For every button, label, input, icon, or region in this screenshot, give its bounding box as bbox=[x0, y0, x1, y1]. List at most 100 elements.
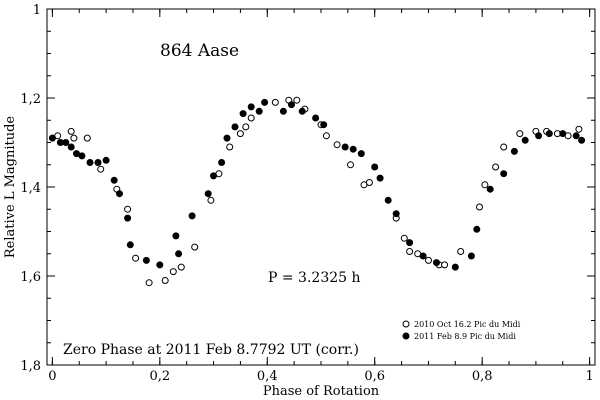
data-points bbox=[48, 96, 586, 287]
data-point-oct-2010 bbox=[476, 203, 483, 211]
data-point-feb-2011 bbox=[67, 143, 75, 151]
y-tick-label: 1,6 bbox=[20, 270, 41, 285]
data-point-feb-2011 bbox=[110, 176, 118, 184]
data-point-feb-2011 bbox=[384, 196, 392, 204]
data-point-feb-2011 bbox=[247, 103, 255, 111]
data-point-oct-2010 bbox=[124, 205, 132, 213]
data-point-feb-2011 bbox=[86, 159, 94, 166]
data-point-feb-2011 bbox=[298, 107, 306, 115]
y-tick-label: 1,4 bbox=[20, 181, 41, 196]
data-point-oct-2010 bbox=[575, 125, 583, 133]
data-point-feb-2011 bbox=[288, 101, 295, 109]
data-point-feb-2011 bbox=[406, 239, 414, 247]
plot-frame bbox=[46, 8, 596, 366]
legend-marker-open bbox=[402, 320, 410, 328]
data-point-feb-2011 bbox=[312, 114, 320, 122]
data-point-oct-2010 bbox=[132, 254, 140, 262]
chart-title: 864 Aase bbox=[160, 41, 239, 61]
data-point-feb-2011 bbox=[371, 163, 379, 171]
y-axis-label: Relative L Magnitude bbox=[3, 116, 18, 259]
data-point-feb-2011 bbox=[535, 132, 543, 140]
data-point-feb-2011 bbox=[239, 110, 247, 118]
data-point-oct-2010 bbox=[441, 261, 449, 269]
data-point-oct-2010 bbox=[207, 196, 215, 204]
data-point-feb-2011 bbox=[349, 145, 357, 153]
x-tick-label: 0 bbox=[48, 369, 56, 384]
data-point-oct-2010 bbox=[293, 96, 301, 104]
legend-marker-filled bbox=[402, 332, 410, 340]
data-point-oct-2010 bbox=[322, 132, 330, 140]
data-point-oct-2010 bbox=[457, 248, 465, 255]
data-point-feb-2011 bbox=[433, 259, 440, 267]
data-point-feb-2011 bbox=[223, 134, 231, 142]
data-point-feb-2011 bbox=[210, 172, 217, 180]
data-point-oct-2010 bbox=[347, 161, 354, 169]
data-point-feb-2011 bbox=[320, 121, 328, 129]
data-point-oct-2010 bbox=[481, 181, 489, 189]
data-point-feb-2011 bbox=[521, 136, 529, 144]
data-point-feb-2011 bbox=[545, 130, 553, 138]
data-point-oct-2010 bbox=[236, 130, 244, 138]
data-point-oct-2010 bbox=[406, 248, 414, 255]
data-point-feb-2011 bbox=[255, 107, 263, 115]
y-tick-label: 1,8 bbox=[20, 359, 41, 374]
data-point-oct-2010 bbox=[425, 256, 432, 264]
data-point-oct-2010 bbox=[271, 98, 279, 106]
legend: 2010 Oct 16.2 Pic du Midi 2011 Feb 8.9 P… bbox=[402, 320, 521, 341]
data-point-feb-2011 bbox=[62, 139, 70, 146]
data-point-feb-2011 bbox=[231, 123, 239, 131]
data-point-feb-2011 bbox=[156, 261, 164, 269]
data-point-feb-2011 bbox=[392, 210, 400, 218]
data-point-oct-2010 bbox=[191, 243, 199, 251]
data-point-feb-2011 bbox=[126, 241, 134, 249]
data-point-oct-2010 bbox=[70, 134, 78, 142]
data-point-oct-2010 bbox=[247, 114, 255, 122]
x-tick-label: 0,6 bbox=[364, 369, 385, 384]
data-point-feb-2011 bbox=[204, 190, 212, 198]
data-point-feb-2011 bbox=[486, 185, 494, 193]
data-point-feb-2011 bbox=[94, 159, 102, 166]
data-point-feb-2011 bbox=[510, 147, 518, 155]
data-point-oct-2010 bbox=[226, 143, 234, 151]
data-point-feb-2011 bbox=[419, 252, 427, 260]
data-point-oct-2010 bbox=[500, 143, 508, 151]
data-point-feb-2011 bbox=[218, 159, 226, 166]
data-point-oct-2010 bbox=[400, 234, 408, 242]
axis-ticks: 0 0,2 0,4 0,6 0,8 1 1 1,2 1,4 1,6 1,8 bbox=[20, 3, 595, 384]
data-point-feb-2011 bbox=[142, 256, 150, 264]
zero-phase-annotation: Zero Phase at 2011 Feb 8.7792 UT (corr.) bbox=[63, 342, 359, 358]
data-point-feb-2011 bbox=[451, 263, 459, 271]
period-annotation: P = 3.2325 h bbox=[268, 270, 361, 286]
data-point-feb-2011 bbox=[467, 252, 475, 260]
data-point-oct-2010 bbox=[242, 123, 250, 131]
data-point-oct-2010 bbox=[516, 130, 524, 138]
data-point-feb-2011 bbox=[102, 156, 110, 164]
legend-label-series-1: 2010 Oct 16.2 Pic du Midi bbox=[414, 320, 521, 329]
data-point-feb-2011 bbox=[572, 132, 580, 140]
data-point-feb-2011 bbox=[376, 174, 384, 182]
data-point-oct-2010 bbox=[492, 163, 500, 171]
data-point-feb-2011 bbox=[559, 130, 567, 138]
data-point-oct-2010 bbox=[161, 277, 169, 284]
data-point-feb-2011 bbox=[357, 150, 365, 158]
data-point-oct-2010 bbox=[97, 165, 105, 173]
data-point-feb-2011 bbox=[279, 107, 287, 115]
data-point-feb-2011 bbox=[473, 225, 481, 233]
data-point-feb-2011 bbox=[78, 152, 86, 160]
data-point-oct-2010 bbox=[169, 268, 177, 276]
data-point-feb-2011 bbox=[116, 190, 123, 198]
x-tick-label: 0,8 bbox=[472, 369, 493, 384]
data-point-feb-2011 bbox=[188, 212, 196, 220]
x-tick-label: 0,4 bbox=[257, 369, 278, 384]
x-tick-label: 1 bbox=[585, 369, 593, 384]
data-point-oct-2010 bbox=[177, 263, 185, 271]
data-point-oct-2010 bbox=[365, 179, 373, 186]
data-point-feb-2011 bbox=[261, 98, 269, 106]
data-point-oct-2010 bbox=[83, 134, 91, 142]
data-point-feb-2011 bbox=[578, 136, 586, 144]
data-point-oct-2010 bbox=[145, 279, 153, 287]
data-point-feb-2011 bbox=[175, 250, 183, 258]
data-point-oct-2010 bbox=[67, 127, 75, 135]
